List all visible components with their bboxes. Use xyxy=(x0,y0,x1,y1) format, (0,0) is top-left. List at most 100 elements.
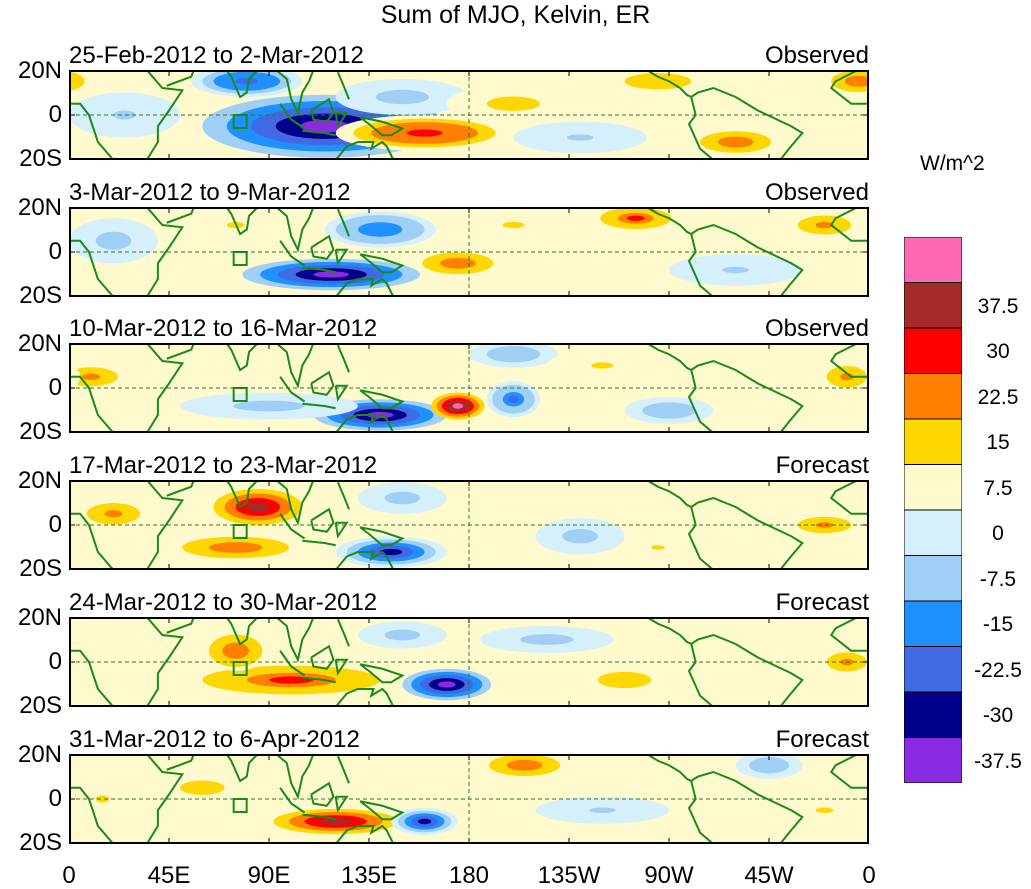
anomaly-map xyxy=(69,617,869,707)
anomaly-contour xyxy=(504,351,523,357)
colorbar xyxy=(904,237,962,783)
coastline xyxy=(336,618,350,647)
longitude-tick-label: 90E xyxy=(247,862,291,889)
coastline xyxy=(69,480,185,570)
colorbar-tick-label: 37.5 xyxy=(977,294,1019,318)
coastline xyxy=(334,521,349,539)
panel-status-tag: Observed xyxy=(764,42,869,69)
coastline xyxy=(166,343,195,360)
anomaly-contour xyxy=(406,129,443,137)
coastline xyxy=(279,513,306,540)
coastline xyxy=(166,70,195,87)
latitude-tick-label: 20S xyxy=(19,418,62,445)
anomaly-contour xyxy=(589,807,616,813)
coastline xyxy=(166,617,195,634)
latitude-tick-label: 20N xyxy=(17,741,62,768)
latitude-tick-label: 20S xyxy=(19,829,62,856)
latitude-tick-label: 0 xyxy=(48,511,62,538)
anomaly-contour xyxy=(393,632,412,638)
coastline xyxy=(334,111,349,129)
panel-status-tag: Forecast xyxy=(775,452,869,479)
coastline xyxy=(302,266,336,274)
longitude-tick-label: 45E xyxy=(147,862,191,889)
coastline xyxy=(225,480,260,509)
coastline xyxy=(646,480,804,570)
colorbar-swatch xyxy=(904,509,962,556)
coastline xyxy=(69,754,185,844)
anomaly-contour xyxy=(389,93,416,101)
coastline xyxy=(310,644,335,670)
coastline xyxy=(687,369,715,433)
coastline xyxy=(225,754,260,783)
colorbar-tick-label: 22.5 xyxy=(977,385,1019,409)
anomaly-contour xyxy=(515,762,534,768)
coastline xyxy=(332,140,395,160)
coastline xyxy=(334,248,349,266)
coastline xyxy=(166,207,195,224)
anomaly-contour xyxy=(113,110,136,120)
longitude-tick-label: 135W xyxy=(537,862,601,889)
anomaly-contour xyxy=(393,494,412,502)
anomaly-contour xyxy=(235,78,258,85)
coastline xyxy=(359,116,405,137)
latitude-tick-label: 20S xyxy=(19,692,62,719)
anomaly-contour xyxy=(815,221,834,229)
colorbar-swatch xyxy=(904,373,962,420)
map-frame xyxy=(69,70,869,160)
coastline xyxy=(69,70,185,160)
anomaly-contour xyxy=(452,403,464,409)
colorbar-unit-label: W/m^2 xyxy=(920,152,985,175)
coastline xyxy=(359,800,405,821)
colorbar-tick-label: 15 xyxy=(986,431,1010,454)
anomaly-contour xyxy=(369,225,392,234)
coastline xyxy=(310,97,335,123)
map-frame xyxy=(69,343,869,433)
colorbar-swatch xyxy=(904,555,962,602)
coastline xyxy=(302,813,336,821)
latitude-tick-label: 20N xyxy=(17,57,62,84)
coastline xyxy=(310,507,335,533)
anomaly-contour xyxy=(815,807,834,813)
latitude-tick-label: 20S xyxy=(19,145,62,172)
anomaly-contour xyxy=(726,139,745,145)
anomaly-contour xyxy=(191,784,214,792)
coastline xyxy=(829,480,869,515)
anomaly-contour xyxy=(449,260,467,266)
coastline xyxy=(332,413,395,433)
anomaly-contour xyxy=(615,677,634,683)
colorbar-swatch xyxy=(904,600,962,647)
longitude-tick-label: 135E xyxy=(340,862,398,889)
anomaly-contour xyxy=(815,522,834,528)
coastline xyxy=(225,70,260,99)
anomaly-contour xyxy=(566,134,594,141)
coastline xyxy=(646,207,804,297)
anomaly-contour xyxy=(502,221,525,229)
latitude-tick-label: 20S xyxy=(19,282,62,309)
coastline xyxy=(166,480,195,497)
anomaly-contour xyxy=(500,100,527,108)
coastline xyxy=(829,343,869,378)
map-frame xyxy=(69,617,869,707)
coastline xyxy=(332,687,395,707)
colorbar-swatch xyxy=(904,237,962,283)
anomaly-contour xyxy=(104,236,123,246)
colorbar-tick-label: 30 xyxy=(986,340,1010,363)
coastline xyxy=(334,658,349,676)
anomaly-contour xyxy=(104,510,123,518)
coastline xyxy=(69,617,185,707)
latitude-tick-label: 0 xyxy=(48,238,62,265)
coastline xyxy=(687,96,715,160)
colorbar-tick-label: -22.5 xyxy=(974,658,1022,682)
coastline xyxy=(687,643,715,707)
anomaly-contour xyxy=(69,74,78,88)
coastline xyxy=(687,506,715,570)
anomaly-contour xyxy=(222,544,250,551)
latitude-tick-label: 20N xyxy=(17,467,62,494)
coastline xyxy=(336,71,350,100)
anomaly-contour xyxy=(722,266,750,274)
coastline xyxy=(687,233,715,297)
anomaly-contour xyxy=(246,502,269,512)
anomaly-map xyxy=(69,207,869,297)
anomaly-contour xyxy=(626,215,645,221)
anomaly-contour xyxy=(533,636,561,643)
